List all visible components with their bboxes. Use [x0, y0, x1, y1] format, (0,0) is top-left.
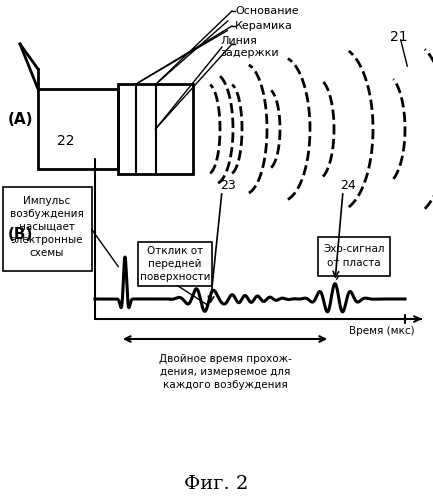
Text: 22: 22 [57, 134, 75, 148]
Text: Линия
задержки: Линия задержки [220, 36, 278, 58]
Text: Время (мкс): Время (мкс) [349, 326, 415, 336]
Text: 24: 24 [340, 179, 356, 192]
Text: 21: 21 [390, 30, 407, 44]
Text: Керамика: Керамика [235, 21, 293, 31]
Text: Основание: Основание [235, 6, 299, 16]
Bar [118, 84, 193, 174]
Text: Двойное время прохож-
дения, измеряемое для
каждого возбуждения: Двойное время прохож- дения, измеряемое … [158, 354, 291, 390]
Bar [38, 89, 118, 169]
FancyBboxPatch shape [138, 242, 212, 286]
Text: Фиг. 2: Фиг. 2 [184, 475, 248, 493]
Text: 23: 23 [220, 179, 236, 192]
Text: (B): (B) [8, 227, 33, 242]
FancyBboxPatch shape [318, 237, 390, 276]
Text: (A): (A) [8, 111, 33, 127]
FancyBboxPatch shape [3, 187, 92, 271]
Text: Отклик от
передней
поверхности: Отклик от передней поверхности [140, 246, 210, 282]
Text: Эхо-сигнал
от пласта: Эхо-сигнал от пласта [323, 245, 385, 267]
Text: Импульс
возбуждения
насыщает
электронные
схемы: Импульс возбуждения насыщает электронные… [10, 196, 84, 258]
